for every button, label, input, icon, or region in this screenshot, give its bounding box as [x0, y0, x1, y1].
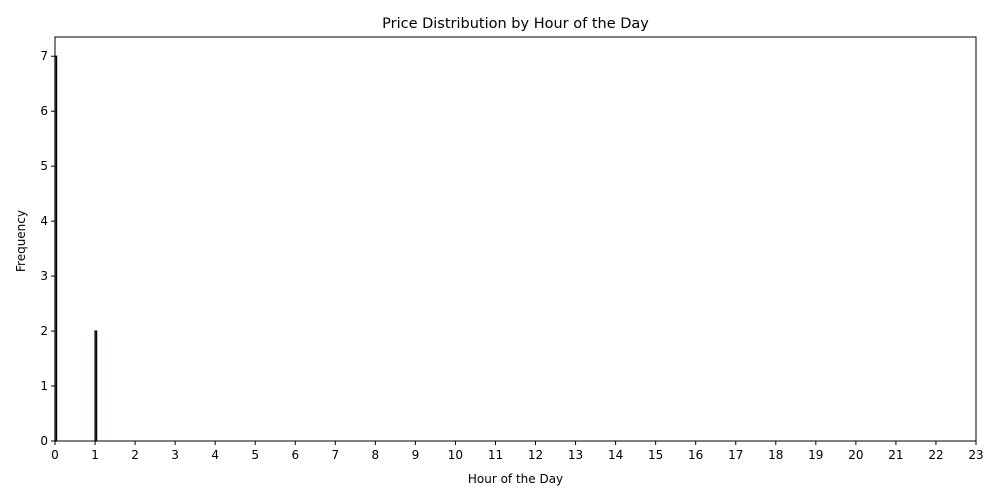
x-tick-label: 5: [251, 448, 259, 462]
x-tick-label: 15: [648, 448, 663, 462]
x-tick-label: 2: [131, 448, 139, 462]
y-axis: 0 1 2 3 4 5 6 7: [40, 49, 55, 448]
y-tick-label: 0: [40, 434, 48, 448]
x-tick-label: 11: [488, 448, 503, 462]
x-tick-label: 16: [688, 448, 703, 462]
x-tick-label: 6: [291, 448, 299, 462]
x-tick-label: 23: [968, 448, 983, 462]
histogram-bar: [94, 330, 98, 442]
x-tick-label: 12: [528, 448, 543, 462]
y-axis-title: Frequency: [14, 210, 28, 272]
x-tick-label: 10: [448, 448, 463, 462]
y-tick-label: 5: [40, 159, 48, 173]
x-tick-label: 3: [171, 448, 179, 462]
x-tick-label: 9: [412, 448, 420, 462]
x-axis-title: Hour of the Day: [468, 472, 563, 486]
x-tick-label: 18: [768, 448, 783, 462]
x-tick-label: 22: [928, 448, 943, 462]
y-tick-label: 1: [40, 379, 48, 393]
bars-group: [54, 55, 98, 442]
x-tick-label: 21: [888, 448, 903, 462]
x-tick-label: 17: [728, 448, 743, 462]
plot-frame: [54, 36, 977, 442]
chart-title: Price Distribution by Hour of the Day: [382, 16, 649, 32]
x-tick-label: 7: [331, 448, 339, 462]
y-tick-label: 4: [40, 214, 48, 228]
x-tick-label: 4: [211, 448, 219, 462]
x-tick-label: 0: [51, 448, 59, 462]
x-tick-label: 19: [808, 448, 823, 462]
plot-area: [54, 36, 977, 442]
x-tick-label: 1: [91, 448, 99, 462]
x-tick-label: 8: [372, 448, 380, 462]
y-tick-label: 6: [40, 104, 48, 118]
y-tick-label: 7: [40, 49, 48, 63]
x-axis: 0 1 2 3 4 5 6 7 8 9 10 11 12 13 14 15 16 17 18 19 20 21 22 23: [51, 441, 984, 462]
histogram-bar: [54, 55, 58, 442]
x-tick-label: 13: [568, 448, 583, 462]
y-tick-label: 3: [40, 269, 48, 283]
x-tick-label: 20: [848, 448, 863, 462]
x-tick-label: 14: [608, 448, 623, 462]
y-tick-label: 2: [40, 324, 48, 338]
